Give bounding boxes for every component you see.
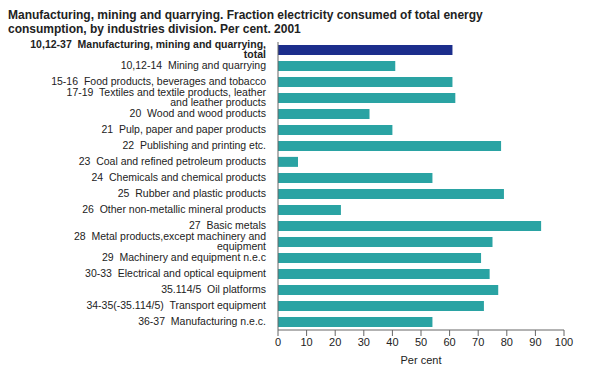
svg-text:28 Metal products,except mach: 28 Metal products,except machinery andeq… [74, 230, 266, 252]
svg-text:26 Other non-metallic mineral: 26 Other non-metallic mineral products [82, 203, 266, 215]
svg-text:25 Rubber and plastic product: 25 Rubber and plastic products [118, 187, 266, 199]
svg-text:27 Basic metals: 27 Basic metals [189, 218, 266, 231]
svg-text:80: 80 [501, 336, 513, 348]
svg-text:22 Publishing and printing et: 22 Publishing and printing etc. [122, 139, 266, 151]
svg-text:0: 0 [275, 336, 281, 348]
svg-text:30-33 Electrical and optical: 30-33 Electrical and optical equipment [85, 267, 266, 279]
svg-text:70: 70 [472, 336, 484, 348]
svg-text:34-35(-35.114/5) Transport eq: 34-35(-35.114/5) Transport equipment [86, 299, 266, 311]
svg-text:60: 60 [443, 336, 455, 348]
svg-text:20 Wood and wood products: 20 Wood and wood products [130, 107, 266, 119]
svg-text:50: 50 [415, 336, 427, 348]
svg-text:17-19 Textiles and textile pr: 17-19 Textiles and textile products, lea… [67, 86, 267, 108]
svg-text:10: 10 [300, 336, 312, 348]
html-text:Manufacturing, mining and quar: Manufacturing, mining and quarrying. Fra… [8, 8, 483, 36]
svg-text:40: 40 [386, 336, 398, 348]
svg-text:35.114/5 Oil platforms: 35.114/5 Oil platforms [161, 283, 266, 295]
svg-text:21 Pulp, paper and paper prod: 21 Pulp, paper and paper products [101, 123, 266, 135]
svg-text:10,12-14 Mining and quarrying: 10,12-14 Mining and quarrying [121, 59, 267, 71]
svg-text:10,12-37 Manufacturing, minin: 10,12-37 Manufacturing, mining and quarr… [30, 40, 266, 60]
svg-text:30: 30 [358, 336, 370, 348]
svg-text:36-37 Manufacturing n.e.c.: 36-37 Manufacturing n.e.c. [138, 315, 266, 327]
svg-text:15-16 Food products, beverages: 15-16 Food products, beverages and tobac… [51, 74, 266, 87]
svg-text:23 Coal and refined petroleum: 23 Coal and refined petroleum products [79, 155, 266, 167]
svg-text:90: 90 [529, 336, 541, 348]
svg-text:Per cent: Per cent [401, 354, 442, 366]
svg-text:24 Chemicals and chemical pro: 24 Chemicals and chemical products [91, 171, 266, 183]
svg-text:20: 20 [329, 336, 341, 348]
svg-text:29 Machinery and equipment n.: 29 Machinery and equipment n.e.c [102, 251, 266, 263]
svg-text:100: 100 [555, 336, 573, 348]
